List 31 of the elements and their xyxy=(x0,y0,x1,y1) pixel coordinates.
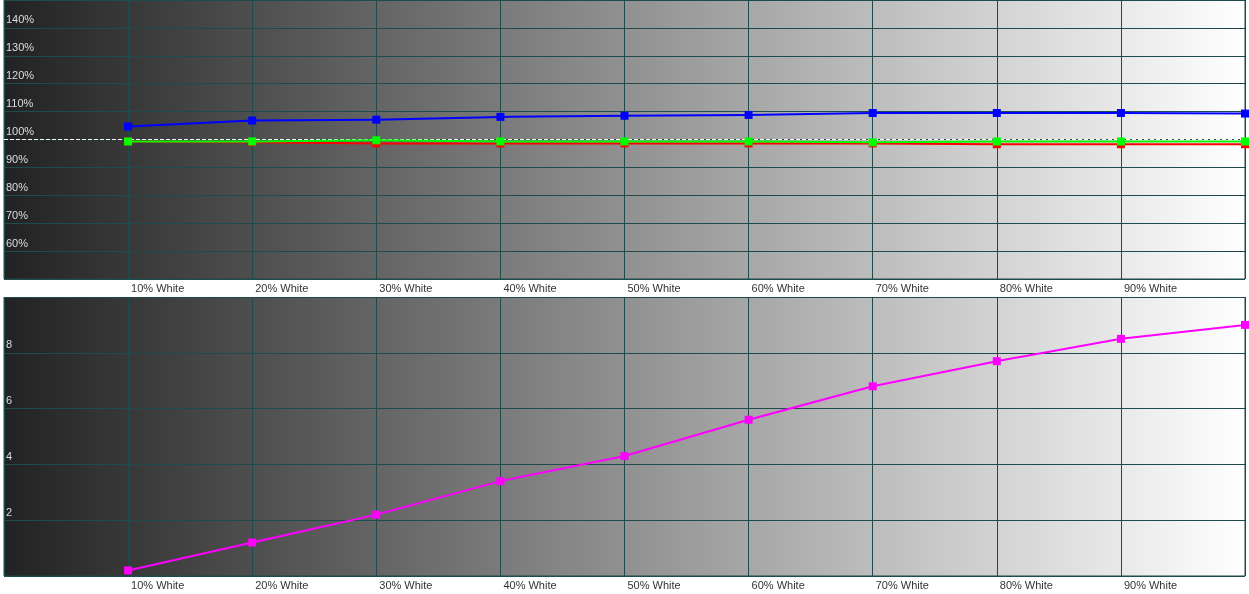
y-tick-label: 90% xyxy=(6,152,29,165)
x-tick-label: 80% White xyxy=(999,578,1053,591)
x-tick-label: 40% White xyxy=(503,578,557,591)
y-tick-label: 6 xyxy=(6,394,13,407)
y-tick-label: 2 xyxy=(6,505,13,518)
y-tick-label: 110% xyxy=(6,97,34,110)
x-tick-label: 30% White xyxy=(379,578,433,591)
x-tick-label: 70% White xyxy=(875,281,929,294)
y-tick-label: 70% xyxy=(6,208,29,221)
y-tick-label: 80% xyxy=(6,180,29,193)
y-tick-label: 100% xyxy=(6,125,35,137)
x-tick-label: 50% White xyxy=(627,578,681,591)
x-tick-label: 70% White xyxy=(875,578,929,591)
y-tick-label: 130% xyxy=(6,41,35,54)
x-tick-label: 60% White xyxy=(751,578,805,591)
x-tick-label: 90% White xyxy=(1123,578,1178,591)
x-tick-label: 30% White xyxy=(379,281,433,294)
x-tick-label: 50% White xyxy=(627,281,681,294)
x-tick-label: 90% White xyxy=(1123,281,1178,294)
y-tick-label: 4 xyxy=(6,449,13,462)
x-tick-label: 80% White xyxy=(999,281,1053,294)
x-tick-label: 20% White xyxy=(255,578,309,591)
y-tick-label: 60% xyxy=(6,236,29,249)
x-tick-label: 20% White xyxy=(255,281,309,294)
x-tick-label: 10% White xyxy=(131,578,185,591)
x-tick-label: 10% White xyxy=(131,281,185,294)
x-tick-label: 60% White xyxy=(751,281,805,294)
y-tick-label: 120% xyxy=(6,69,35,82)
y-tick-label: 8 xyxy=(6,338,13,351)
x-tick-label: 40% White xyxy=(503,281,557,294)
y-tick-label: 140% xyxy=(6,13,35,26)
